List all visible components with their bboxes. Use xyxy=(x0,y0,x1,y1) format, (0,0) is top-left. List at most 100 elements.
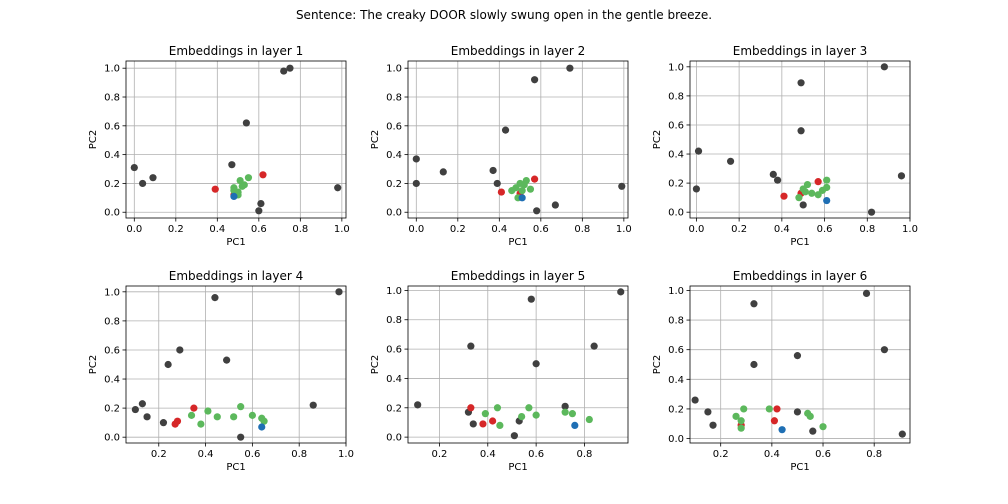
x-tick-label: 0.0 xyxy=(688,224,704,235)
y-tick-label: 0.6 xyxy=(104,345,120,356)
y-tick-label: 0.4 xyxy=(104,375,120,386)
data-point-green xyxy=(737,424,745,432)
y-tick-label: 1.0 xyxy=(668,62,684,73)
subplot-title: Embeddings in layer 2 xyxy=(451,44,585,58)
axes-frame xyxy=(689,285,911,444)
data-point-green xyxy=(795,194,803,202)
data-point-target xyxy=(518,194,526,202)
data-point-green xyxy=(213,413,221,421)
subplot-title: Embeddings in layer 4 xyxy=(169,269,303,283)
data-point-green xyxy=(237,403,245,411)
data-point-other xyxy=(797,127,805,135)
y-tick-label: 0.4 xyxy=(668,375,684,386)
figure-title: Sentence: The creaky DOOR slowly swung o… xyxy=(295,8,713,22)
data-point-other xyxy=(867,208,876,216)
y-tick-label: 0.2 xyxy=(386,403,402,414)
axes-frame xyxy=(689,60,911,219)
data-point-other xyxy=(880,346,889,354)
x-tick-label: 0.6 xyxy=(815,449,831,460)
y-axis-label: PC2 xyxy=(370,355,381,374)
x-axis-label: PC1 xyxy=(226,237,245,248)
data-point-green xyxy=(808,189,816,197)
y-tick-label: 0.0 xyxy=(668,208,684,219)
y-tick-label: 1.0 xyxy=(668,286,684,297)
data-point-other xyxy=(709,421,717,429)
data-point-other xyxy=(280,67,288,75)
data-point-red xyxy=(773,405,781,413)
x-tick-label: 0.2 xyxy=(151,449,167,460)
subplot-title: Embeddings in layer 1 xyxy=(169,44,303,58)
y-tick-label: 0.4 xyxy=(386,150,402,161)
x-axis-label: PC1 xyxy=(508,462,527,473)
data-point-other xyxy=(439,168,447,176)
x-tick-label: 0.2 xyxy=(168,224,184,235)
data-point-red xyxy=(259,171,267,179)
data-point-green xyxy=(765,405,773,413)
data-point-red xyxy=(190,404,198,412)
x-axis-label: PC1 xyxy=(508,237,527,248)
data-point-other xyxy=(469,420,477,428)
y-tick-label: 1.0 xyxy=(386,64,402,75)
data-point-other xyxy=(897,172,906,180)
x-tick-label: 0.4 xyxy=(209,224,225,235)
data-point-green xyxy=(204,407,212,415)
subplot-layer-5: 0.2 0.4 0.6 0.8 0.0 0.2 0.4 0.6 0.8 1.0 Embeddings… xyxy=(370,269,629,473)
data-point-other xyxy=(750,300,758,308)
x-tick-label: 0.8 xyxy=(577,449,593,460)
data-point-green xyxy=(525,404,533,412)
y-tick-label: 0.0 xyxy=(386,208,402,219)
data-point-other xyxy=(228,161,236,169)
y-tick-label: 0.6 xyxy=(386,345,402,356)
y-tick-label: 0.2 xyxy=(104,404,120,415)
x-tick-label: 0.4 xyxy=(198,449,214,460)
data-point-red xyxy=(814,178,822,186)
data-point-red xyxy=(770,417,779,425)
subplot-layer-2: 0.0 0.2 0.4 0.6 0.8 1.0 0.0 0.2 0.4 0.6 0.8 1.0 Embe… xyxy=(370,44,632,248)
y-tick-label: 0.8 xyxy=(386,93,402,104)
data-point-green xyxy=(522,176,530,185)
x-tick-label: 0.8 xyxy=(859,224,875,235)
data-point-other xyxy=(617,288,625,296)
data-point-other xyxy=(493,179,501,188)
y-tick-label: 0.6 xyxy=(668,345,684,356)
data-point-other xyxy=(773,176,782,184)
data-point-red xyxy=(489,417,497,425)
data-point-red xyxy=(497,188,505,196)
data-point-other xyxy=(159,419,168,427)
data-point-other xyxy=(898,430,906,438)
data-point-green xyxy=(737,417,745,425)
x-tick-label: 1.0 xyxy=(902,224,918,235)
data-point-other xyxy=(590,342,598,350)
x-tick-label: 0.6 xyxy=(528,449,544,460)
y-tick-label: 1.0 xyxy=(386,286,402,297)
x-tick-label: 0.8 xyxy=(866,449,882,460)
y-tick-label: 0.8 xyxy=(104,316,120,327)
data-point-green xyxy=(803,180,812,189)
x-tick-label: 0.2 xyxy=(431,449,447,460)
x-tick-label: 0.6 xyxy=(533,224,549,235)
data-point-other xyxy=(414,401,422,409)
axes-frame xyxy=(125,60,347,219)
data-point-other xyxy=(309,401,317,409)
data-point-red xyxy=(173,417,182,425)
data-point-green xyxy=(819,423,827,431)
data-point-green xyxy=(568,410,576,418)
data-point-other xyxy=(566,64,574,72)
y-tick-label: 0.4 xyxy=(104,150,120,161)
y-axis-label: PC2 xyxy=(652,355,663,374)
y-tick-label: 0.8 xyxy=(668,316,684,327)
data-point-other xyxy=(880,63,888,71)
data-point-other xyxy=(335,288,343,296)
data-point-other xyxy=(143,413,151,421)
data-point-other xyxy=(532,360,540,368)
data-point-other xyxy=(551,201,559,209)
subplot-title: Embeddings in layer 3 xyxy=(733,44,867,58)
data-point-other xyxy=(692,185,701,193)
subplot-layer-3: 0.0 0.2 0.4 0.6 0.8 1.0 0.0 0.2 0.4 0.6 0.8 1.0 Embe… xyxy=(652,44,918,248)
data-point-other xyxy=(750,360,758,369)
data-point-other xyxy=(138,400,146,408)
data-point-green xyxy=(518,412,526,421)
x-tick-label: 0.0 xyxy=(408,224,424,235)
subplot-title: Embeddings in layer 6 xyxy=(733,269,867,283)
subplot-layer-4: 0.2 0.4 0.6 0.8 1.0 0.0 0.2 0.4 0.6 0.8 1.0 Embeddi… xyxy=(88,269,354,473)
